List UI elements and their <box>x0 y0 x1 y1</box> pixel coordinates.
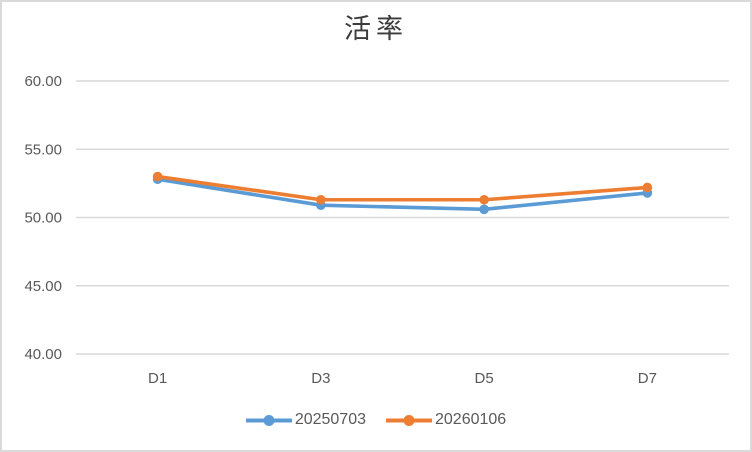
x-axis-tick-label: D5 <box>475 370 494 387</box>
x-axis-tick-label: D3 <box>311 370 330 387</box>
data-point-marker <box>479 194 489 205</box>
x-axis-tick-label: D7 <box>638 370 657 387</box>
data-point-marker <box>479 204 489 215</box>
data-point-marker <box>316 194 326 205</box>
y-axis-tick-label: 45.00 <box>24 278 62 295</box>
legend-label: 20260106 <box>435 411 507 428</box>
line-chart-plot: 40.00 45.00 50.00 55.00 60.00 D1 D3 D5 D7 <box>24 73 729 387</box>
series-line <box>157 177 648 212</box>
legend-item-20260106: 20260106 <box>386 411 506 429</box>
data-point-marker <box>642 182 653 193</box>
y-axis-tick-label: 40.00 <box>24 346 62 363</box>
x-axis-tick-label: D1 <box>148 370 167 387</box>
legend-item-20250703: 20250703 <box>245 411 366 429</box>
legend-line-marker-icon <box>386 414 432 426</box>
legend-label: 20250703 <box>294 411 366 428</box>
y-axis-tick-label: 60.00 <box>24 73 62 90</box>
series-20260106 <box>152 171 653 205</box>
series-line <box>157 174 648 202</box>
y-axis-tick-label: 55.00 <box>24 141 62 158</box>
data-point-marker <box>152 171 163 182</box>
chart-legend: 20250703 20260106 <box>2 408 750 432</box>
chart-title: 活率 <box>344 14 408 45</box>
y-axis-tick-label: 50.00 <box>24 210 62 227</box>
legend-line-marker-icon <box>245 414 292 426</box>
